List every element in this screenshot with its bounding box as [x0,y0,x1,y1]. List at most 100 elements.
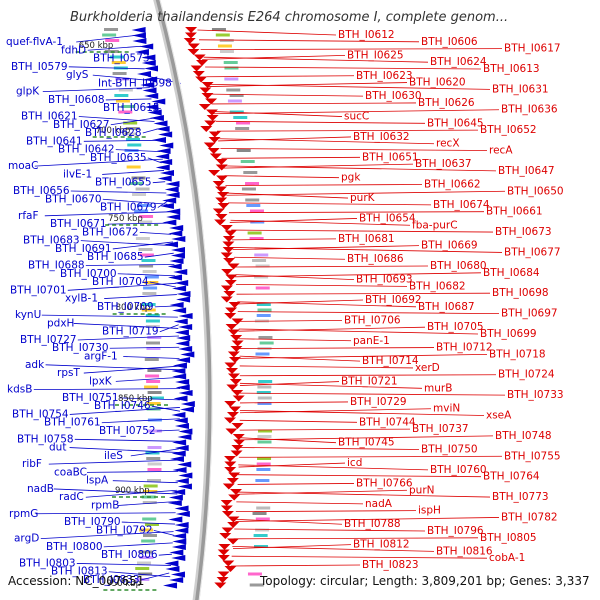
minus-strand-gene [137,71,152,77]
plus-strand-gene [201,93,214,99]
right-connector [220,148,488,151]
left-gene-label: rpmB [91,500,119,512]
left-connector [34,158,163,167]
minus-strand-gene [178,324,193,330]
left-connector [45,364,180,371]
right-gene-label: fba-purC [412,219,458,231]
cog-feature [256,468,271,471]
cog-feature [142,270,157,273]
minus-strand-gene [143,76,158,83]
minus-strand-gene [172,285,187,292]
minus-strand-gene [172,307,187,314]
backbone-arc [155,0,212,600]
cog-feature [246,204,261,207]
cog-feature [142,501,157,504]
plus-strand-gene [201,82,214,88]
left-connector [92,74,147,81]
left-connector [153,529,175,536]
left-gene-label: nadB [27,483,54,495]
plus-strand-gene [206,115,219,121]
cog-feature [256,462,271,466]
cog-feature [147,391,162,394]
right-gene-label: icd [347,457,362,469]
right-connector [203,56,429,63]
right-connector [239,365,414,369]
plus-strand-gene [207,148,220,154]
cog-feature [134,209,149,213]
left-connector [68,66,145,70]
cog-feature [135,237,150,240]
right-gene-label: BTH_I0686 [347,253,404,265]
right-gene-label: sucC [344,111,369,123]
right-connector [238,455,503,458]
left-gene-label: ribF [22,458,42,470]
right-connector [229,218,358,223]
cog-feature [257,385,272,389]
minus-strand-gene [172,533,187,539]
left-connector [156,429,180,432]
right-gene-label: BTH_I0697 [501,308,558,320]
left-gene-label: moaC [8,160,38,172]
minus-strand-gene [173,318,188,325]
plus-strand-gene [224,401,237,407]
plus-strand-gene [226,368,239,374]
plus-strand-gene [231,318,244,325]
plus-strand-gene [230,335,243,341]
cog-feature [226,88,241,92]
cog-feature [254,275,269,279]
cog-feature [144,358,159,361]
minus-strand-gene [176,357,191,363]
left-gene-label: BTH_I0752 [99,425,156,437]
tick-label: 650 kbp [79,41,114,51]
right-connector [224,175,340,179]
cog-feature [141,308,156,312]
cog-feature [257,435,272,438]
minus-strand-gene [165,566,180,572]
cog-feature [257,457,272,460]
right-gene-label: BTH_I0687 [418,301,475,313]
minus-strand-gene [139,43,154,50]
cog-feature [229,94,244,97]
plus-strand-gene [224,566,237,572]
right-connector [239,408,432,414]
right-gene-label: BTH_I0606 [421,36,478,48]
cog-feature [147,462,162,466]
plus-strand-gene [220,296,233,303]
left-connector [102,198,168,205]
left-gene-label: BTH_I0685 [87,251,144,263]
map-title: Burkholderia thailandensis E264 chromoso… [70,10,509,25]
left-connector [85,264,175,266]
cog-feature [235,127,250,130]
plus-strand-gene [214,582,227,589]
right-connector [239,382,423,389]
right-connector [239,347,435,349]
left-gene-label: xylB-1 [65,293,98,305]
right-connector [215,120,426,124]
left-gene-label: BTH_I0700 [60,268,117,280]
left-gene-label: BTH_I0628 [85,127,142,139]
minus-strand-gene [165,181,180,187]
cog-feature [147,429,162,433]
accession-text: Accession: NC_007651 [8,574,145,588]
right-gene-label: BTH_I0612 [338,29,395,41]
cog-feature [227,99,242,103]
plus-strand-gene [216,577,229,583]
cog-feature [142,292,157,295]
plus-strand-gene [229,379,242,385]
right-connector [239,437,337,444]
right-gene-label: BTH_I0729 [350,396,407,408]
cog-feature [215,33,230,37]
plus-strand-gene [204,120,217,127]
left-connector [103,542,173,548]
minus-strand-gene [168,230,183,237]
cog-feature [255,264,270,268]
plus-strand-gene [230,346,243,352]
right-gene-label: BTH_I0693 [356,274,413,286]
cog-feature [138,572,153,576]
cog-feature [143,490,158,493]
cog-feature [104,28,119,31]
right-connector [238,319,343,322]
cog-feature [145,314,160,317]
right-connector [238,464,429,471]
left-gene-label: rpsT [57,367,80,379]
